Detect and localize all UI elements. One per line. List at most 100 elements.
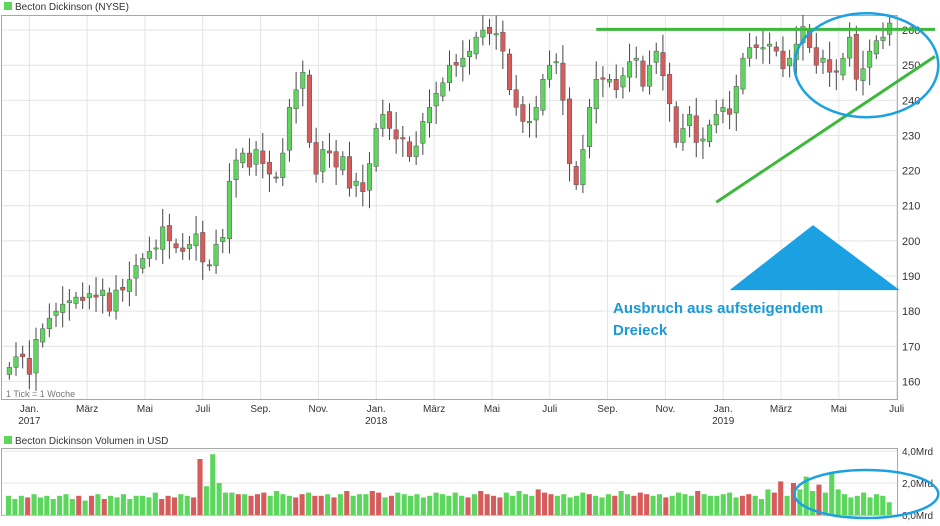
candle-body: [827, 59, 833, 73]
candle: [747, 32, 753, 67]
volume-annotations: [793, 468, 940, 520]
volume-bar: [593, 495, 599, 515]
volume-bar: [695, 491, 701, 515]
candle-body: [720, 107, 726, 112]
volume-bar: [663, 497, 669, 515]
candle-body: [767, 43, 773, 47]
candle-body: [693, 115, 699, 143]
candle: [220, 228, 226, 254]
price-legend-swatch: [4, 2, 12, 10]
volume-bar: [637, 492, 643, 515]
candle-body: [713, 114, 719, 126]
candle-body: [627, 61, 633, 78]
volume-bar: [803, 476, 809, 515]
volume-bar: [57, 495, 63, 515]
candle-body: [340, 156, 346, 171]
annotation-text-line1: Ausbruch aus aufsteigendem: [613, 300, 823, 317]
candle-body: [466, 50, 473, 58]
candle-body: [867, 50, 873, 68]
volume-bar: [618, 491, 624, 515]
candle-body: [440, 82, 446, 97]
volume-bar: [497, 497, 503, 515]
candle: [620, 67, 626, 99]
candle-body: [660, 52, 666, 76]
volume-bar: [140, 495, 146, 515]
volume-bar: [114, 497, 120, 515]
volume-bar: [369, 491, 375, 515]
volume-bar: [274, 491, 280, 515]
volume-bar: [420, 497, 426, 515]
volume-bar: [656, 494, 662, 515]
candlestick-series: [6, 14, 893, 391]
volume-bar: [210, 454, 216, 515]
volume-legend-swatch: [4, 436, 12, 444]
price-y-tick-label: 230: [902, 130, 920, 142]
candle: [507, 48, 513, 96]
candle: [346, 141, 352, 197]
candle: [286, 98, 292, 162]
candle-body: [33, 339, 39, 374]
candle: [667, 62, 673, 122]
candle: [813, 32, 819, 74]
volume-y-tick-label: 4,0Mrd: [902, 447, 933, 458]
candle-body: [860, 68, 866, 81]
price-y-tick-label: 260: [902, 25, 920, 37]
candle-body: [313, 142, 319, 175]
candle: [100, 278, 106, 314]
candle-body: [780, 50, 786, 69]
candle-body: [286, 107, 292, 151]
candle-body: [106, 292, 112, 312]
candle: [353, 172, 359, 197]
volume-bar: [312, 495, 318, 515]
candle-body: [813, 47, 819, 66]
candle-body: [653, 50, 659, 63]
candle: [186, 235, 192, 261]
candle-body: [507, 53, 513, 91]
candle: [760, 29, 766, 64]
candle: [533, 95, 539, 138]
candle-body: [6, 367, 12, 375]
candle: [553, 53, 559, 74]
volume-bar: [356, 494, 363, 515]
candle: [426, 89, 433, 138]
volume-bar: [433, 492, 439, 515]
volume-bar: [171, 497, 178, 515]
price-gridlines-vertical: [28, 16, 898, 399]
candle: [540, 73, 546, 116]
candle-body: [600, 77, 606, 80]
volume-bar: [682, 494, 688, 515]
candle: [73, 291, 79, 309]
candle: [420, 112, 426, 155]
x-tick-label: Jan.: [714, 404, 733, 415]
price-y-tick-label: 180: [902, 306, 920, 318]
volume-bar: [401, 494, 407, 515]
volume-bar: [733, 497, 739, 515]
candle: [80, 282, 86, 310]
volume-bar: [203, 486, 209, 515]
candle-body: [473, 36, 479, 55]
candle: [440, 77, 446, 102]
candle-body: [480, 29, 486, 38]
price-y-tick-label: 210: [902, 201, 920, 213]
candle: [246, 138, 252, 176]
candle: [613, 64, 619, 99]
candle-body: [333, 151, 339, 168]
volume-bar: [280, 494, 286, 515]
candle: [547, 50, 553, 88]
candle: [326, 133, 332, 168]
candle-body: [246, 152, 252, 168]
volume-bar: [76, 495, 82, 515]
candle-body: [840, 57, 846, 76]
volume-bar: [427, 495, 433, 515]
candle-body: [673, 106, 679, 143]
candle: [660, 34, 666, 91]
volume-bar: [235, 494, 241, 515]
candle-body: [486, 26, 493, 34]
x-tick-label: Juli: [889, 404, 904, 415]
candle: [833, 59, 839, 91]
support-trendline: [715, 55, 936, 204]
volume-bar: [822, 492, 828, 515]
candle-body: [133, 265, 139, 279]
